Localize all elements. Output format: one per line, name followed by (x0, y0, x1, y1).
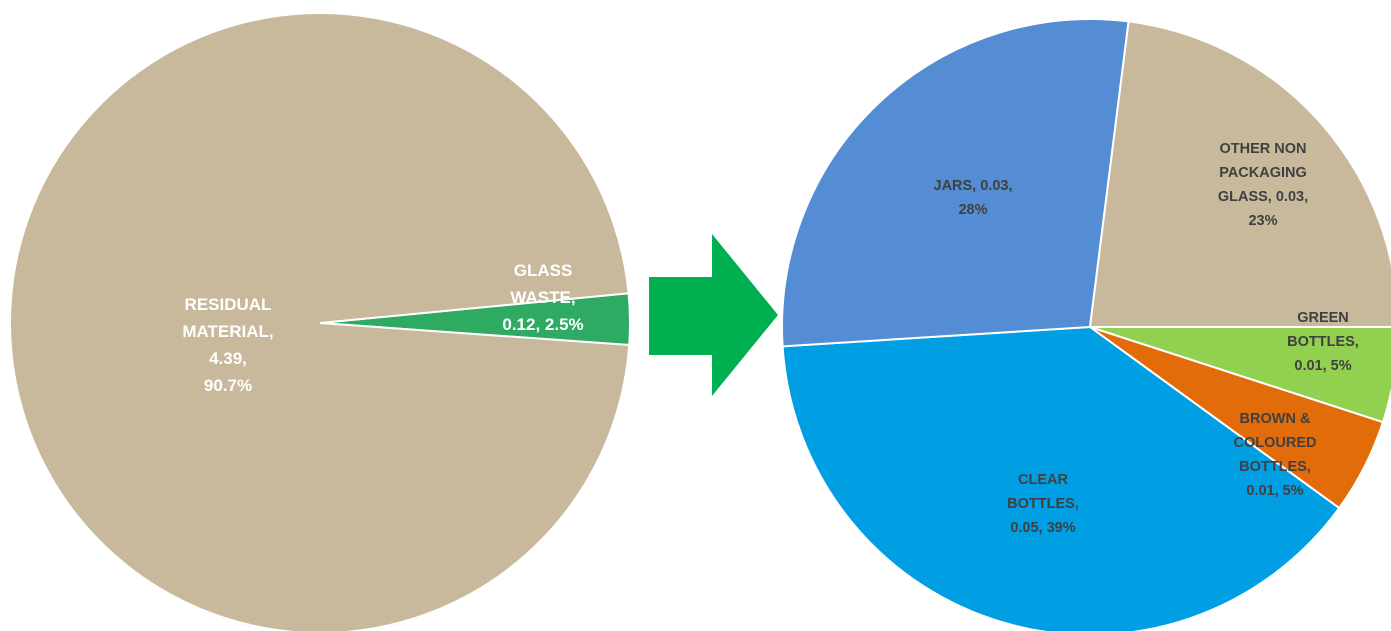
data-label-line: WASTE, (510, 288, 575, 307)
pie-slice-residual-material (9, 12, 631, 631)
data-label-other-non-packaging-glass: OTHER NON PACKAGING GLASS, 0.03, 23% (1218, 141, 1308, 229)
data-label-line: GLASS (514, 261, 573, 280)
pie-slice-clear-bottles (781, 325, 1341, 631)
data-label-line: 0.05, 39% (1010, 520, 1075, 536)
data-label-line: JARS, 0.03, (934, 178, 1013, 194)
pie-chart-glass-share: RESIDUAL MATERIAL, 4.39, 90.7% GLASS WASTE, 0.… (9, 12, 631, 631)
data-label-line: COLOURED (1234, 435, 1317, 451)
data-label-line: RESIDUAL (185, 295, 272, 314)
data-label-line: 0.01, 5% (1246, 483, 1303, 499)
data-label-line: OTHER NON (1220, 141, 1307, 157)
pie-chart-glass-breakdown: OTHER NON PACKAGING GLASS, 0.03, 23% GREEN BO… (781, 18, 1391, 631)
pie-slice-jars (781, 18, 1130, 348)
data-label-line: 4.39, (209, 349, 247, 368)
data-label-clear-bottles: CLEAR BOTTLES, 0.05, 39% (1007, 472, 1079, 536)
data-label-brown-and-coloured-bottles: BROWN & COLOURED BOTTLES, 0.01, 5% (1234, 411, 1317, 499)
pie-slice-other-non-packaging-glass (1088, 20, 1391, 328)
right-arrow-icon (649, 234, 778, 396)
data-label-line: BOTTLES, (1287, 334, 1359, 350)
data-label-line: BOTTLES, (1007, 496, 1079, 512)
right-arrow-shape (649, 234, 778, 396)
data-label-line: PACKAGING (1219, 165, 1307, 181)
data-label-line: 90.7% (204, 376, 252, 395)
data-label-line: BROWN & (1240, 411, 1311, 427)
data-label-residual-material: RESIDUAL MATERIAL, 4.39, 90.7% (182, 295, 273, 395)
data-label-glass-waste: GLASS WASTE, 0.12, 2.5% (502, 261, 583, 334)
data-label-line: GLASS, 0.03, (1218, 189, 1308, 205)
data-label-line: 0.12, 2.5% (502, 315, 583, 334)
data-label-line: 0.01, 5% (1294, 358, 1351, 374)
data-label-line: BOTTLES, (1239, 459, 1311, 475)
data-label-green-bottles: GREEN BOTTLES, 0.01, 5% (1287, 310, 1359, 374)
data-label-line: GREEN (1297, 310, 1349, 326)
data-label-line: 28% (958, 202, 987, 218)
data-label-line: 23% (1248, 213, 1277, 229)
data-label-jars: JARS, 0.03, 28% (934, 178, 1013, 218)
data-label-line: MATERIAL, (182, 322, 273, 341)
data-label-line: CLEAR (1018, 472, 1068, 488)
